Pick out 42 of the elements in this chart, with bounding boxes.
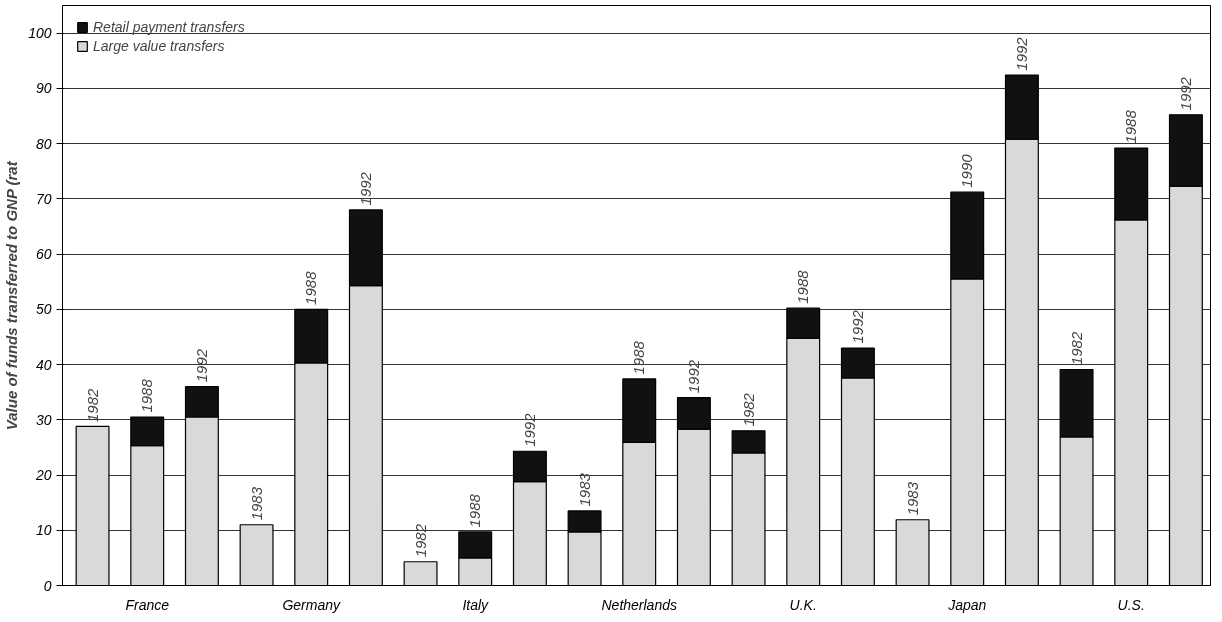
y-tick-label: 50 — [35, 301, 52, 318]
text: France — [125, 596, 170, 613]
annotation: 1988 — [794, 269, 812, 304]
y-tick-label: 100 — [28, 25, 52, 42]
annotation: 1982 — [411, 523, 429, 558]
y-tick-label: 0 — [43, 577, 52, 594]
y-axis-title: Value of funds transferred to GNP (rat — [3, 160, 21, 431]
annotation: 1992 — [192, 348, 210, 383]
annotation: 1988 — [466, 493, 484, 528]
annotation: 1988 — [630, 340, 648, 375]
text: Netherlands — [601, 596, 677, 613]
y-tick-label: 90 — [35, 80, 52, 97]
y-tick-label: 60 — [35, 246, 52, 263]
text: Italy — [462, 596, 490, 613]
annotation: 1992 — [356, 171, 374, 206]
annotation: 1982 — [1067, 331, 1085, 366]
annotation: 1982 — [739, 392, 757, 427]
annotation: 1988 — [1122, 109, 1140, 144]
legend-label: Large value transfers — [93, 38, 225, 54]
legend-label: Retail payment transfers — [93, 19, 245, 35]
y-tick-label: 30 — [35, 411, 52, 428]
annotation: 1990 — [958, 153, 976, 188]
text: U.K. — [789, 596, 817, 613]
y-tick-label: 20 — [34, 467, 52, 484]
annotation: 1983 — [575, 472, 593, 507]
annotation: 1983 — [247, 486, 265, 521]
y-tick-label: 40 — [35, 356, 52, 373]
annotation: 1992 — [520, 412, 538, 447]
y-tick-label: 80 — [35, 135, 52, 152]
annotation: 1992 — [684, 359, 702, 394]
text: Germany — [282, 596, 342, 613]
y-tick-label: 10 — [35, 522, 52, 539]
annotation: 1992 — [1012, 36, 1030, 71]
annotation: 1982 — [83, 387, 101, 422]
text: Japan — [947, 596, 987, 613]
annotation: 1988 — [302, 270, 320, 305]
annotation: 1992 — [848, 309, 866, 344]
annotation: 1983 — [903, 481, 921, 516]
annotation: 1992 — [1176, 76, 1194, 111]
annotation: 1988 — [138, 378, 156, 413]
text: U.S. — [1117, 596, 1145, 613]
y-tick-label: 70 — [35, 190, 52, 207]
